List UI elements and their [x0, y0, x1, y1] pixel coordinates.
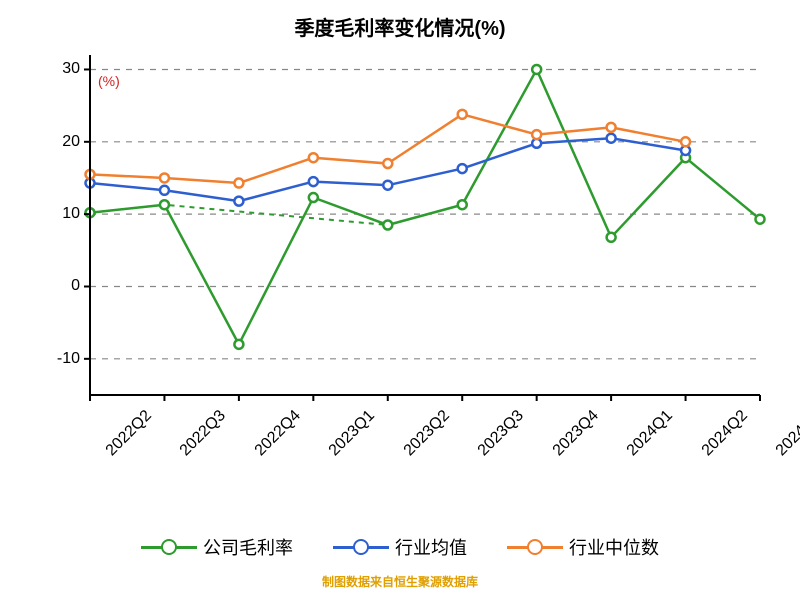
ytick-label: 0: [40, 277, 80, 295]
xtick-label: 2023Q4: [549, 407, 602, 460]
xtick-label: 2024Q1: [624, 407, 677, 460]
legend-swatch: [141, 537, 197, 557]
xtick-label: 2023Q2: [400, 407, 453, 460]
legend-swatch: [333, 537, 389, 557]
ytick-label: 10: [40, 205, 80, 223]
plot-area: [90, 55, 760, 395]
xtick-label: 2022Q3: [177, 407, 230, 460]
plot-svg: [90, 55, 760, 395]
ytick-label: 20: [40, 133, 80, 151]
legend-swatch: [507, 537, 563, 557]
xtick-label: 2024Q2: [698, 407, 751, 460]
legend-item: 行业中位数: [507, 534, 659, 560]
chart-container: 季度毛利率变化情况(%) (%) -100102030 2022Q22022Q3…: [0, 0, 800, 600]
legend-item: 公司毛利率: [141, 534, 293, 560]
xtick-label: 2022Q2: [103, 407, 156, 460]
legend-label: 公司毛利率: [203, 534, 293, 560]
chart-title: 季度毛利率变化情况(%): [0, 12, 800, 41]
xtick-label: 2023Q1: [326, 407, 379, 460]
legend-label: 行业均值: [395, 534, 467, 560]
ytick-label: -10: [40, 350, 80, 368]
legend-label: 行业中位数: [569, 534, 659, 560]
xtick-label: 2023Q3: [475, 407, 528, 460]
ytick-label: 30: [40, 60, 80, 78]
chart-footer: 制图数据来自恒生聚源数据库: [0, 573, 800, 590]
xtick-label: 2022Q4: [252, 407, 305, 460]
legend-item: 行业均值: [333, 534, 467, 560]
legend: 公司毛利率 行业均值 行业中位数: [0, 534, 800, 560]
xtick-label: 2024Q3: [773, 407, 800, 460]
